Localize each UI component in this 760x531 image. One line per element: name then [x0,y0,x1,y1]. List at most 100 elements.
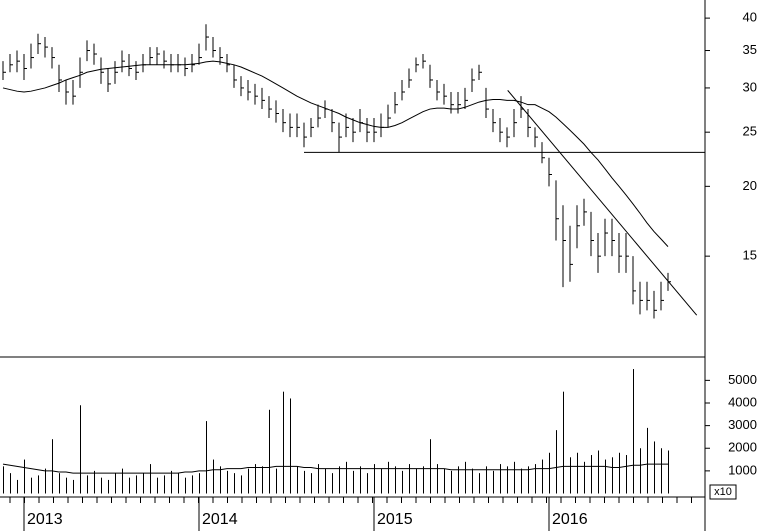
volume-bar [143,473,144,494]
volume-bar [45,468,46,494]
volume-bar [94,470,95,494]
volume-bar [591,455,592,494]
volume-bar [17,479,18,494]
volume-bar [423,466,424,494]
volume-bar [213,459,214,494]
volume-bar [325,468,326,494]
unit-label: x10 [714,486,732,498]
volume-bar [353,470,354,494]
volume-bar [10,473,11,494]
volume-bar [346,461,347,494]
y-tick-label: 25 [743,124,757,139]
volume-bar [52,439,53,494]
volume-bar [3,466,4,494]
volume-bar [535,464,536,494]
volume-bar [248,468,249,494]
volume-bar [255,464,256,494]
volume-bar [577,452,578,494]
volume-bar [206,421,207,494]
volume-bar [115,473,116,494]
volume-bar [598,450,599,494]
volume-bar [171,470,172,494]
volume-bar [563,391,564,494]
y-tick-label: 15 [743,248,757,263]
volume-bar [38,475,39,494]
volume-bar [311,473,312,494]
y-tick-label: 35 [743,42,757,57]
volume-bar [486,466,487,494]
volume-bar [661,448,662,494]
volume-bar [24,459,25,494]
volume-bar [654,441,655,494]
unit-box [709,484,737,500]
y-tick-label: 1000 [728,462,757,477]
volume-bar [339,466,340,494]
volume-bar [262,466,263,494]
volume-bar [220,466,221,494]
volume-bar [73,479,74,494]
volume-bar [416,468,417,494]
volume-bar [668,450,669,494]
volume-bar [500,464,501,494]
volume-bar [388,461,389,494]
volume-bar [430,439,431,494]
volume-bar [192,475,193,494]
volume-bar [584,461,585,494]
volume-bar [374,464,375,494]
y-tick-label: 2000 [728,440,757,455]
volume-bar [549,452,550,494]
volume-bar [647,427,648,494]
volume-bar [528,466,529,494]
y-tick-label: 5000 [728,372,757,387]
volume-bar [640,448,641,494]
volume-bar [367,473,368,494]
volume-bar [31,477,32,494]
volume-bar [612,457,613,494]
volume-average [2,463,668,474]
volume-bar [381,468,382,494]
volume-bar [283,391,284,494]
volume-bar [66,477,67,494]
volume-bar [633,369,634,494]
volume-bar [556,430,557,494]
trend-line [507,90,698,316]
y-tick-label: 4000 [728,394,757,409]
volume-bar [80,405,81,494]
volume-bar [136,475,137,494]
volume-bar [122,468,123,494]
y-tick-label: 20 [743,178,757,193]
volume-bar [129,477,130,494]
volume-bar [101,477,102,494]
volume-bar [269,409,270,494]
y-tick-label: 3000 [728,417,757,432]
volume-bar [164,475,165,494]
volume-bar [542,459,543,494]
volume-bar [409,464,410,494]
volume-bar [493,470,494,494]
volume-bar [521,468,522,494]
volume-bar [332,473,333,494]
volume-bar [150,464,151,494]
volume-bar [227,470,228,494]
volume-bar [514,461,515,494]
volume-bar [437,464,438,494]
volume-bar [276,468,277,494]
volume-bar [304,470,305,494]
volume-bar [395,466,396,494]
volume-bar [451,470,452,494]
volume-bar [157,477,158,494]
volume-bar [290,398,291,494]
volume-bar [626,455,627,494]
volume-bar [297,466,298,494]
y-tick-label: 40 [743,10,757,25]
volume-bar [402,470,403,494]
x-tick-label: 2013 [27,511,63,528]
volume-bar [458,466,459,494]
volume-bar [360,466,361,494]
volume-bar [472,468,473,494]
volume-bar [185,477,186,494]
volume-bar [619,452,620,494]
volume-bar [59,473,60,494]
